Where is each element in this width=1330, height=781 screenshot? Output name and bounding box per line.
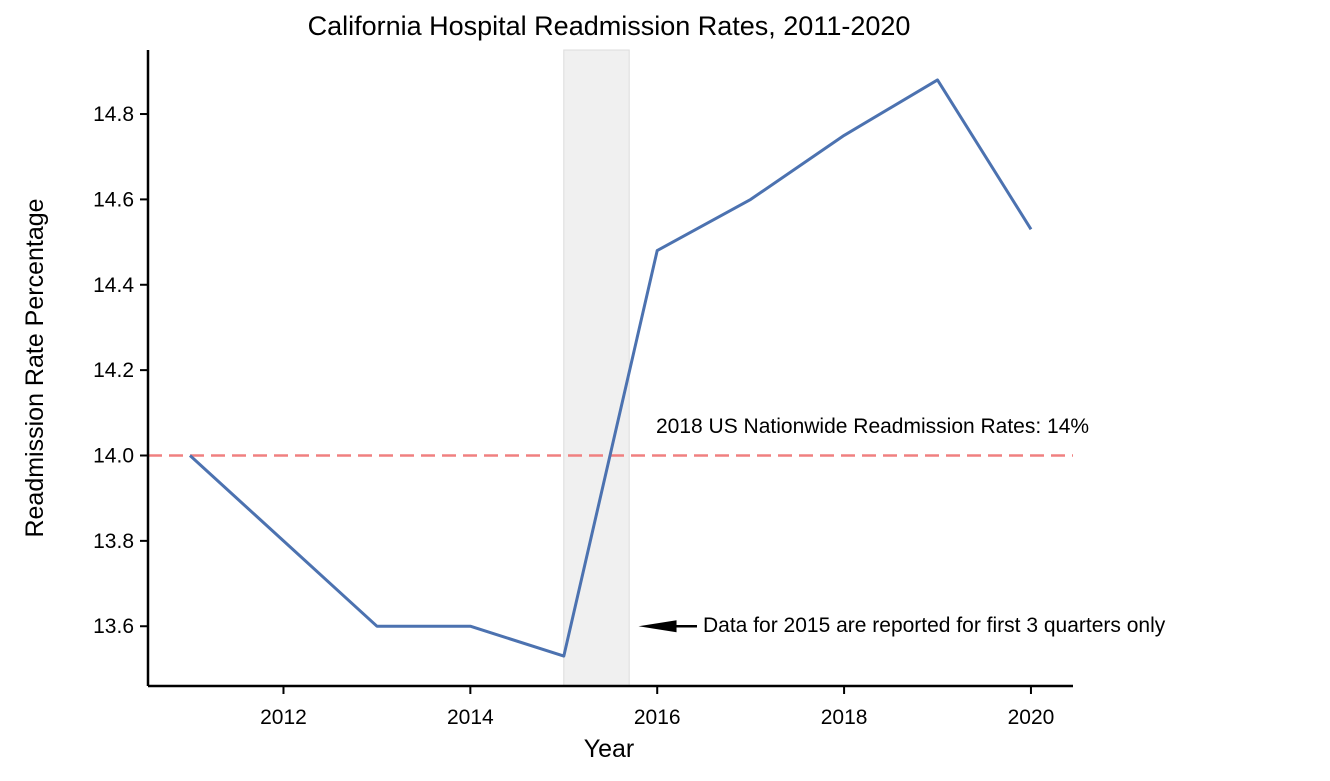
y-tick-label: 13.6 xyxy=(93,615,134,638)
shaded-span-2015 xyxy=(563,49,630,687)
x-axis-label: Year xyxy=(584,735,635,763)
x-tick-label: 2016 xyxy=(634,706,681,729)
y-tick-label: 13.8 xyxy=(93,530,134,553)
annotation-text: Data for 2015 are reported for first 3 q… xyxy=(703,614,1166,637)
x-tick-label: 2012 xyxy=(260,706,307,729)
y-tick-label: 14.4 xyxy=(93,274,134,297)
x-tick-label: 2014 xyxy=(447,706,494,729)
plot-area: 2018 US Nationwide Readmission Rates: 14… xyxy=(93,49,1166,729)
y-tick-label: 14.6 xyxy=(93,188,134,211)
x-tick-label: 2018 xyxy=(821,706,868,729)
series-line xyxy=(188,78,1033,658)
arrow-head xyxy=(638,620,677,633)
x-tick-label: 2020 xyxy=(1008,706,1055,729)
reference-line-label: 2018 US Nationwide Readmission Rates: 14… xyxy=(656,415,1089,438)
y-tick-label: 14.8 xyxy=(93,103,134,126)
x-axis-ticks: 2012 2014 2016 2018 2020 xyxy=(260,686,1054,729)
y-tick-label: 14.2 xyxy=(93,359,134,382)
y-tick-label: 14.0 xyxy=(93,445,134,468)
annotation-arrow xyxy=(638,620,697,633)
chart-title: California Hospital Readmission Rates, 2… xyxy=(308,11,911,41)
y-axis-label: Readmission Rate Percentage xyxy=(21,198,49,537)
y-axis-ticks: 13.6 13.8 14.0 14.2 14.4 14.6 14.8 xyxy=(93,103,148,638)
